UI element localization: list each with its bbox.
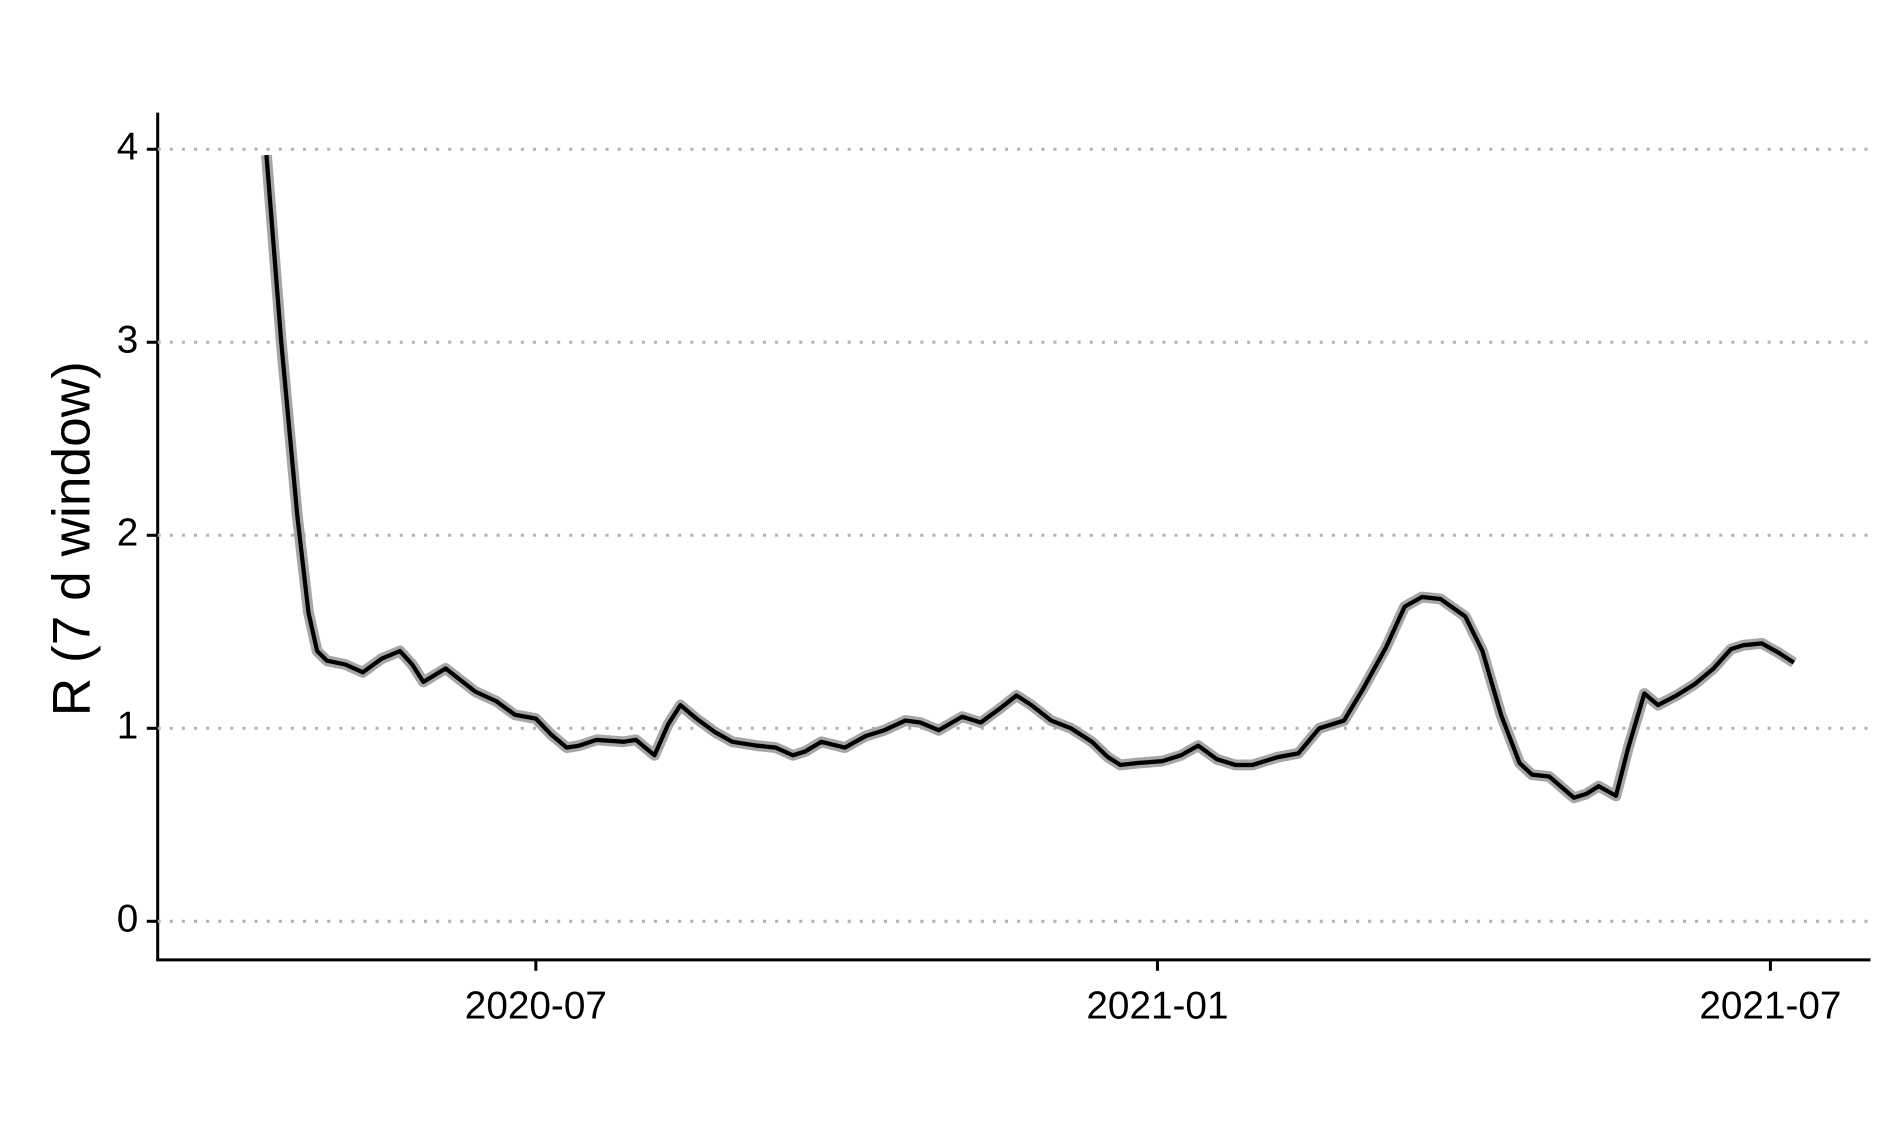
- x-tick-label: 2020-07: [465, 985, 607, 1028]
- x-tick-label: 2021-01: [1086, 985, 1228, 1028]
- y-tick-label: 0: [117, 898, 139, 941]
- x-tick-label: 2021-07: [1699, 985, 1841, 1028]
- y-tick-label: 2: [117, 512, 139, 555]
- y-tick-label: 1: [117, 705, 139, 748]
- y-tick-label: 4: [117, 125, 139, 168]
- y-tick-label: 3: [117, 318, 139, 361]
- y-axis-label: R (7 d window): [42, 361, 101, 716]
- line: [264, 154, 1796, 800]
